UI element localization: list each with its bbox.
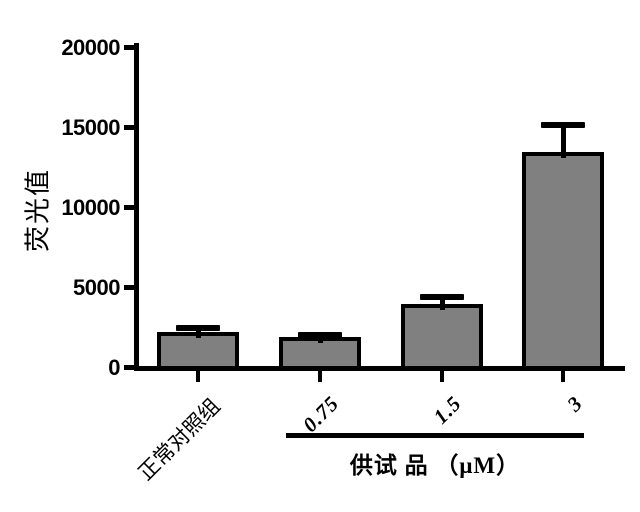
error-bar-stem	[317, 335, 323, 344]
y-axis-tick	[124, 204, 134, 210]
y-axis-tick-label: 5000	[73, 275, 120, 300]
group-underline	[286, 433, 584, 438]
x-axis-tick	[318, 371, 322, 382]
error-bar-cap	[176, 324, 220, 331]
x-category-label: 1.5	[428, 391, 466, 429]
error-bar-stem	[195, 327, 201, 338]
x-category-label: 3	[561, 391, 587, 417]
x-category-label: 0.75	[298, 391, 344, 437]
x-axis-line	[134, 366, 625, 371]
x-axis-tick	[440, 371, 444, 382]
x-category-label: 正常对照组	[133, 393, 225, 486]
error-bar-cap	[420, 293, 464, 300]
group-axis-title: 供试 品 （μM）	[349, 453, 521, 478]
y-axis-tick-label: 10000	[61, 195, 120, 220]
bar	[522, 151, 604, 370]
y-axis-tick-label: 20000	[61, 35, 120, 60]
error-bar-stem	[560, 125, 566, 158]
bar	[401, 303, 483, 370]
x-axis-tick	[196, 371, 200, 382]
y-axis-line	[134, 43, 139, 371]
y-axis-tick	[124, 364, 134, 370]
y-axis-tick	[124, 284, 134, 290]
error-bar-cap	[298, 332, 342, 338]
y-axis-tick	[124, 124, 134, 130]
error-bar-cap	[541, 122, 585, 129]
bar	[157, 331, 239, 370]
y-axis-tick	[124, 44, 134, 50]
x-axis-tick	[561, 371, 565, 382]
y-axis-title: 荧光值	[23, 167, 53, 253]
y-axis-tick-label: 15000	[61, 115, 120, 140]
error-bar-stem	[439, 296, 445, 310]
y-axis-tick-label: 0	[108, 355, 120, 380]
